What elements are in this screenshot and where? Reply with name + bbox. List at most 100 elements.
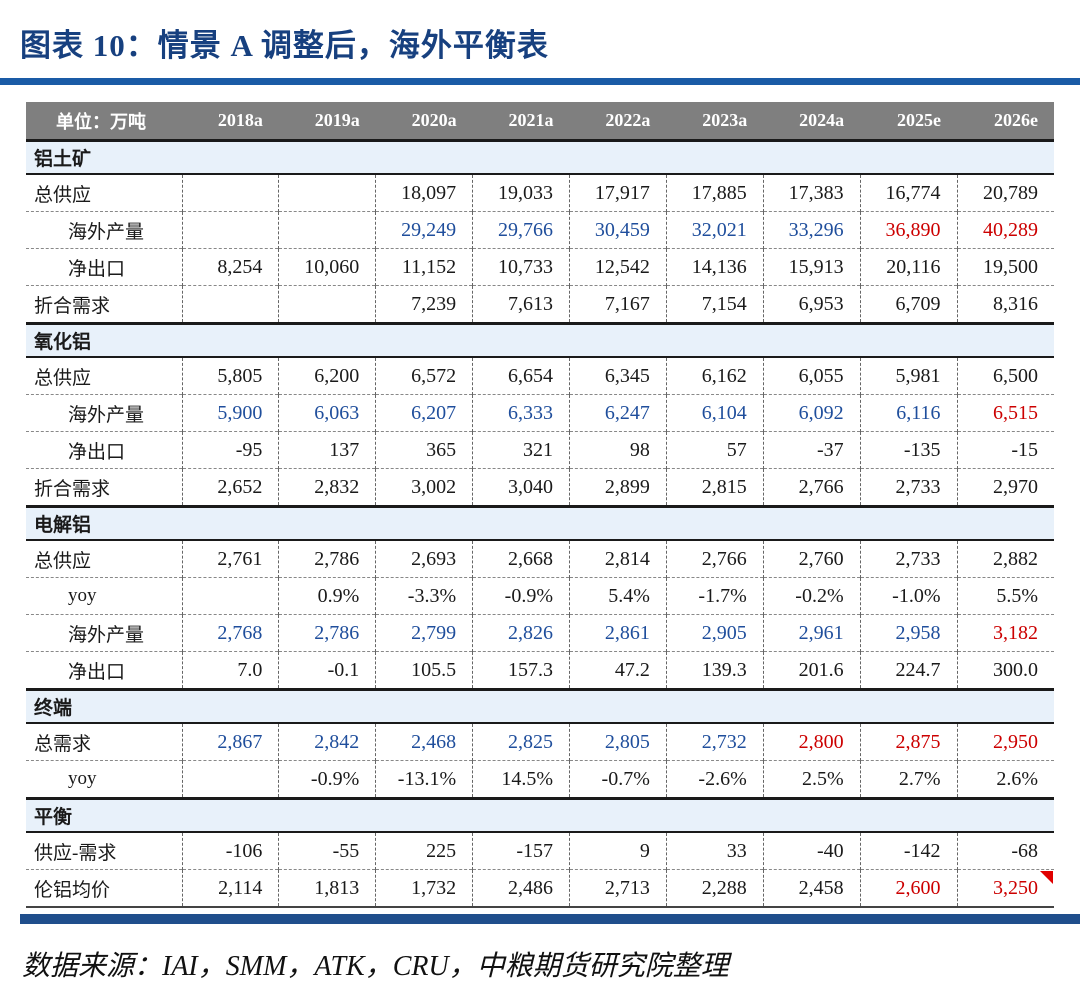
unit-label: 单位：万吨 — [26, 102, 182, 142]
data-cell: 10,733 — [472, 248, 570, 286]
data-cell: -0.7% — [569, 760, 667, 799]
data-cell: 2,733 — [860, 468, 958, 507]
data-cell: -1.7% — [666, 577, 764, 615]
data-cell: 2,288 — [666, 869, 764, 908]
row-label: 总供应 — [26, 356, 183, 395]
data-cell: 2,842 — [278, 722, 377, 761]
data-cell: 14,136 — [666, 248, 764, 286]
section-header-row: 终端 — [26, 688, 1054, 724]
data-cell: 19,500 — [957, 248, 1054, 286]
data-cell — [182, 173, 280, 212]
balance-table: 单位：万吨 2018a 2019a 2020a 2021a 2022a 2023a 2024… — [26, 102, 1054, 908]
table-row: 海外产量 2,768 2,786 2,799 2,826 2,861 2,905 2,961 2… — [26, 614, 1054, 652]
data-cell: -1.0% — [860, 577, 958, 615]
data-cell: 2.6% — [957, 760, 1054, 799]
data-cell: 2,732 — [666, 722, 764, 761]
data-cell: 2,766 — [666, 539, 764, 578]
data-cell: 1,813 — [278, 869, 377, 908]
year-column-header: 2020a — [375, 102, 473, 142]
row-label: 海外产量 — [26, 211, 183, 249]
data-cell: 137 — [278, 431, 377, 469]
data-cell: 2,970 — [957, 468, 1054, 507]
data-cell: 9 — [569, 831, 667, 870]
row-label: 总供应 — [26, 173, 183, 212]
year-column-header: 2026e — [957, 102, 1054, 142]
data-cell: 3,040 — [472, 468, 570, 507]
data-cell — [182, 285, 280, 324]
data-cell: 2,826 — [472, 614, 570, 652]
data-cell: 36,890 — [860, 211, 958, 249]
data-cell: 0.9% — [278, 577, 377, 615]
year-column-header: 2023a — [666, 102, 764, 142]
data-cell: 33 — [666, 831, 764, 870]
row-label: yoy — [26, 760, 183, 799]
data-cell: 2,652 — [182, 468, 280, 507]
table-row: yoy 0.9% -3.3% -0.9% 5.4% -1.7% -0.2% -1.0% 5.5% — [26, 577, 1054, 615]
table-row: 总供应 5,805 6,200 6,572 6,654 6,345 6,162 6,055 5,… — [26, 356, 1054, 395]
table-row: 总供应 18,097 19,033 17,917 17,885 17,383 16,774 2… — [26, 173, 1054, 212]
data-cell: 6,345 — [569, 356, 667, 395]
data-cell: 2,600 — [860, 869, 958, 908]
data-cell: -40 — [763, 831, 861, 870]
data-cell: 321 — [472, 431, 570, 469]
data-cell: -68 — [957, 831, 1054, 870]
data-cell: -0.1 — [278, 651, 377, 690]
data-cell: 6,063 — [278, 394, 377, 432]
row-label: 总需求 — [26, 722, 183, 761]
section-title: 平衡 — [26, 797, 1054, 833]
data-cell: -15 — [957, 431, 1054, 469]
data-cell: 365 — [375, 431, 474, 469]
data-cell: -135 — [860, 431, 958, 469]
data-cell: 5.5% — [957, 577, 1054, 615]
data-cell: 2,733 — [860, 539, 958, 578]
data-cell: 8,316 — [957, 285, 1054, 324]
data-cell: 2,693 — [375, 539, 474, 578]
data-cell: 20,789 — [957, 173, 1054, 212]
year-column-header: 2018a — [182, 102, 279, 142]
data-cell: 2,761 — [182, 539, 280, 578]
data-cell: -2.6% — [666, 760, 764, 799]
data-cell: 29,249 — [375, 211, 474, 249]
section-title: 终端 — [26, 688, 1054, 724]
data-cell: 224.7 — [860, 651, 958, 690]
title-rule — [0, 78, 1080, 85]
data-cell: -13.1% — [375, 760, 474, 799]
data-cell: 2,961 — [763, 614, 861, 652]
section-header-row: 平衡 — [26, 797, 1054, 833]
table-row: 净出口 -95 137 365 321 98 57 -37 -135 -15 — [26, 431, 1054, 469]
data-cell: -106 — [182, 831, 280, 870]
row-label: 海外产量 — [26, 614, 183, 652]
row-label: 净出口 — [26, 651, 183, 690]
data-cell: 7,154 — [666, 285, 764, 324]
data-cell: -0.2% — [763, 577, 861, 615]
year-column-header: 2024a — [763, 102, 861, 142]
data-cell: 139.3 — [666, 651, 764, 690]
data-cell: 225 — [375, 831, 474, 870]
data-cell: 2.7% — [860, 760, 958, 799]
data-cell: 2,882 — [957, 539, 1054, 578]
figure-title: 图表 10：情景 A 调整后，海外平衡表 — [20, 28, 549, 63]
data-cell — [182, 577, 280, 615]
data-cell: 98 — [569, 431, 667, 469]
data-cell: -157 — [472, 831, 570, 870]
data-cell: 2,905 — [666, 614, 764, 652]
row-label: 海外产量 — [26, 394, 183, 432]
bottom-bar — [20, 914, 1080, 924]
data-cell: 6,572 — [375, 356, 474, 395]
data-cell: 6,709 — [860, 285, 958, 324]
data-cell: 6,092 — [763, 394, 861, 432]
data-cell — [182, 760, 280, 799]
data-cell: 8,254 — [182, 248, 280, 286]
data-cell: 14.5% — [472, 760, 570, 799]
data-cell — [278, 173, 377, 212]
data-cell: 2,468 — [375, 722, 474, 761]
data-cell: 6,116 — [860, 394, 958, 432]
data-cell: 3,182 — [957, 614, 1054, 652]
data-cell: 3,002 — [375, 468, 474, 507]
data-cell: 2,760 — [763, 539, 861, 578]
data-cell: 2,867 — [182, 722, 280, 761]
data-cell: 6,104 — [666, 394, 764, 432]
data-cell: 18,097 — [375, 173, 474, 212]
section-header-row: 电解铝 — [26, 505, 1054, 541]
data-cell: 6,055 — [763, 356, 861, 395]
